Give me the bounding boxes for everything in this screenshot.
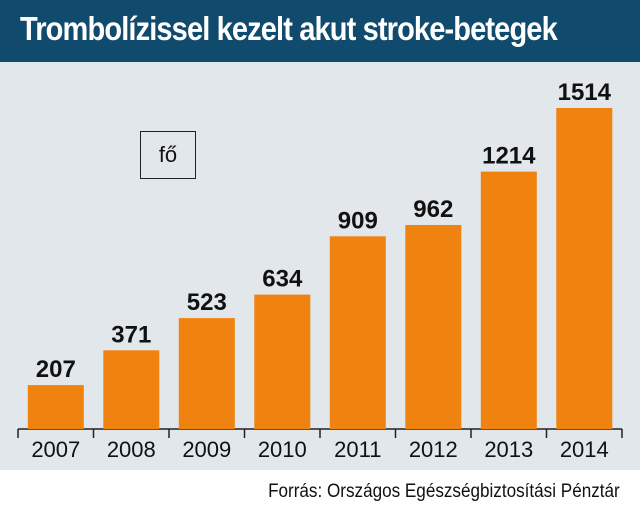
bar-2012 bbox=[405, 225, 462, 429]
bar-2009 bbox=[178, 318, 235, 429]
bar-2008 bbox=[103, 350, 160, 429]
bar-2010 bbox=[254, 294, 311, 429]
tick-label-2014: 2014 bbox=[560, 437, 609, 462]
tick-label-2010: 2010 bbox=[258, 437, 307, 462]
tick-label-2007: 2007 bbox=[31, 437, 80, 462]
title-bar: Trombolízissel kezelt akut stroke-betege… bbox=[0, 0, 640, 62]
footer: Forrás: Országos Egészségbiztosítási Pén… bbox=[0, 470, 640, 514]
plot-area: 207 2007 371 2008 523 2009 634 2010 909 2011 962 20… bbox=[0, 62, 640, 470]
tick-label-2009: 2009 bbox=[182, 437, 231, 462]
chart-title: Trombolízissel kezelt akut stroke-betege… bbox=[20, 10, 558, 47]
bar-2007 bbox=[27, 385, 84, 429]
tick-label-2012: 2012 bbox=[409, 437, 458, 462]
tick-label-2013: 2013 bbox=[484, 437, 533, 462]
data-label-2014: 1514 bbox=[558, 79, 612, 106]
data-label-2011: 909 bbox=[338, 207, 378, 234]
bar-2013 bbox=[480, 171, 537, 429]
data-label-2010: 634 bbox=[262, 266, 303, 293]
bar-2014 bbox=[556, 108, 613, 429]
bar-2011 bbox=[329, 236, 386, 429]
data-label-2009: 523 bbox=[187, 289, 227, 316]
tick-label-2008: 2008 bbox=[107, 437, 156, 462]
source-note: Forrás: Országos Egészségbiztosítási Pén… bbox=[268, 481, 620, 502]
bar-chart: 207 2007 371 2008 523 2009 634 2010 909 2011 962 20… bbox=[17, 79, 623, 462]
data-label-2008: 371 bbox=[111, 321, 151, 348]
tick-label-2011: 2011 bbox=[334, 437, 381, 462]
data-label-2013: 1214 bbox=[482, 143, 536, 170]
data-label-2012: 962 bbox=[413, 196, 453, 223]
data-label-2007: 207 bbox=[36, 356, 76, 383]
unit-label: fő bbox=[140, 131, 196, 179]
